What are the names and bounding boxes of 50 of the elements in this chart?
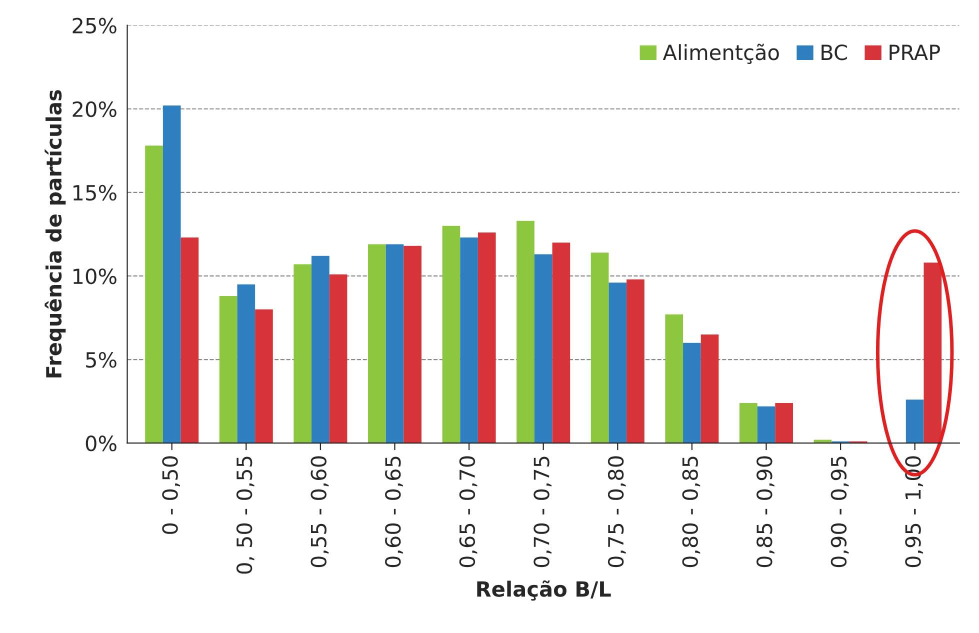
bar bbox=[404, 246, 422, 444]
bar bbox=[608, 282, 627, 444]
x-tick-label: 0,55 - 0,60 bbox=[310, 456, 329, 568]
y-tick-label: 25% bbox=[72, 18, 116, 34]
x-tick-label: 0,90 - 0,95 bbox=[830, 456, 849, 568]
x-tick-label: 0,80 - 0,85 bbox=[682, 456, 700, 568]
x-tick-label: 0, 50 - 0,55 bbox=[236, 456, 254, 574]
bar bbox=[739, 402, 758, 444]
bar bbox=[460, 238, 478, 444]
x-tick-label: 0,65 - 0,70 bbox=[459, 456, 478, 568]
bar bbox=[255, 309, 273, 444]
bar bbox=[237, 284, 256, 444]
legend-label: BC bbox=[822, 44, 847, 60]
y-tick-label: 10% bbox=[74, 268, 116, 284]
y-tick-label: 20% bbox=[72, 101, 116, 118]
bar bbox=[757, 406, 776, 444]
x-tick-label: 0,85 - 0,90 bbox=[756, 456, 774, 568]
y-axis-title: Frequência de partículas bbox=[44, 90, 66, 378]
bar bbox=[534, 254, 552, 444]
bar bbox=[665, 314, 684, 444]
x-tick-label: 0,70 - 0,75 bbox=[534, 456, 552, 568]
bar bbox=[552, 242, 570, 444]
bar bbox=[180, 238, 199, 444]
y-tick-label: 5% bbox=[86, 352, 116, 368]
legend-label: Alimentção bbox=[662, 44, 779, 64]
bar bbox=[368, 244, 386, 444]
x-axis-title: Relação B/L bbox=[477, 580, 611, 601]
bar bbox=[145, 146, 163, 444]
x-tick-label: 0,60 - 0,65 bbox=[385, 456, 403, 568]
bar bbox=[516, 220, 534, 444]
bar bbox=[294, 264, 312, 444]
x-tick-label: 0,75 - 0,80 bbox=[608, 456, 626, 568]
bar bbox=[442, 226, 460, 444]
bar bbox=[906, 400, 924, 444]
bar bbox=[924, 262, 942, 444]
bar bbox=[312, 256, 330, 444]
bar bbox=[590, 252, 609, 444]
legend-label: PRAP bbox=[890, 44, 940, 60]
bar bbox=[162, 106, 181, 444]
bar bbox=[329, 274, 348, 444]
bar bbox=[683, 342, 701, 444]
y-tick-label: 15% bbox=[74, 184, 116, 201]
bar bbox=[775, 402, 793, 444]
bar bbox=[626, 279, 644, 444]
bar bbox=[219, 296, 238, 444]
bar bbox=[478, 232, 496, 444]
bar bbox=[386, 244, 404, 444]
y-tick-label: 0% bbox=[86, 436, 116, 452]
bar bbox=[700, 334, 719, 444]
x-tick-label: 0 - 0,50 bbox=[162, 456, 180, 534]
